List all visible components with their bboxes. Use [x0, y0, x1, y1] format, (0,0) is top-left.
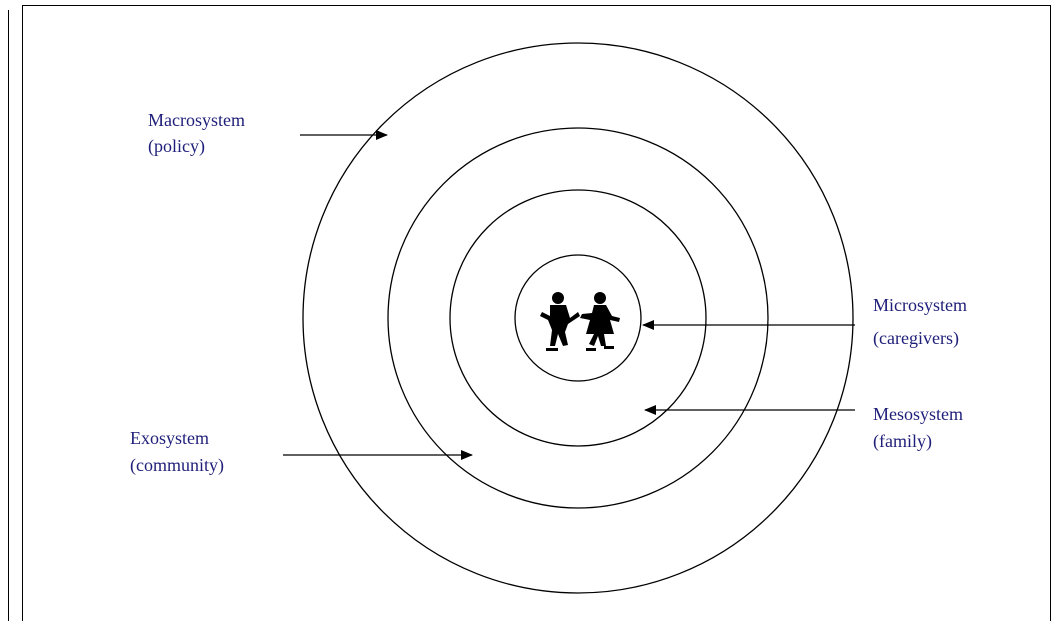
microsystem-ring: [514, 254, 642, 382]
label-name: Mesosystem: [873, 404, 963, 424]
frame: [22, 5, 1051, 621]
macrosystem-ring: [302, 42, 854, 594]
mesosystem-ring: [449, 189, 707, 447]
label-description: (caregivers): [873, 328, 959, 349]
label-name: Exosystem: [130, 428, 209, 448]
label-name: Macrosystem: [148, 110, 245, 130]
label-description: (policy): [148, 136, 205, 157]
children-icon: [540, 292, 620, 351]
label-description: (family): [873, 431, 932, 452]
exosystem-ring: [387, 127, 769, 509]
label-description: (community): [130, 455, 224, 476]
label-name: Microsystem: [873, 295, 967, 315]
